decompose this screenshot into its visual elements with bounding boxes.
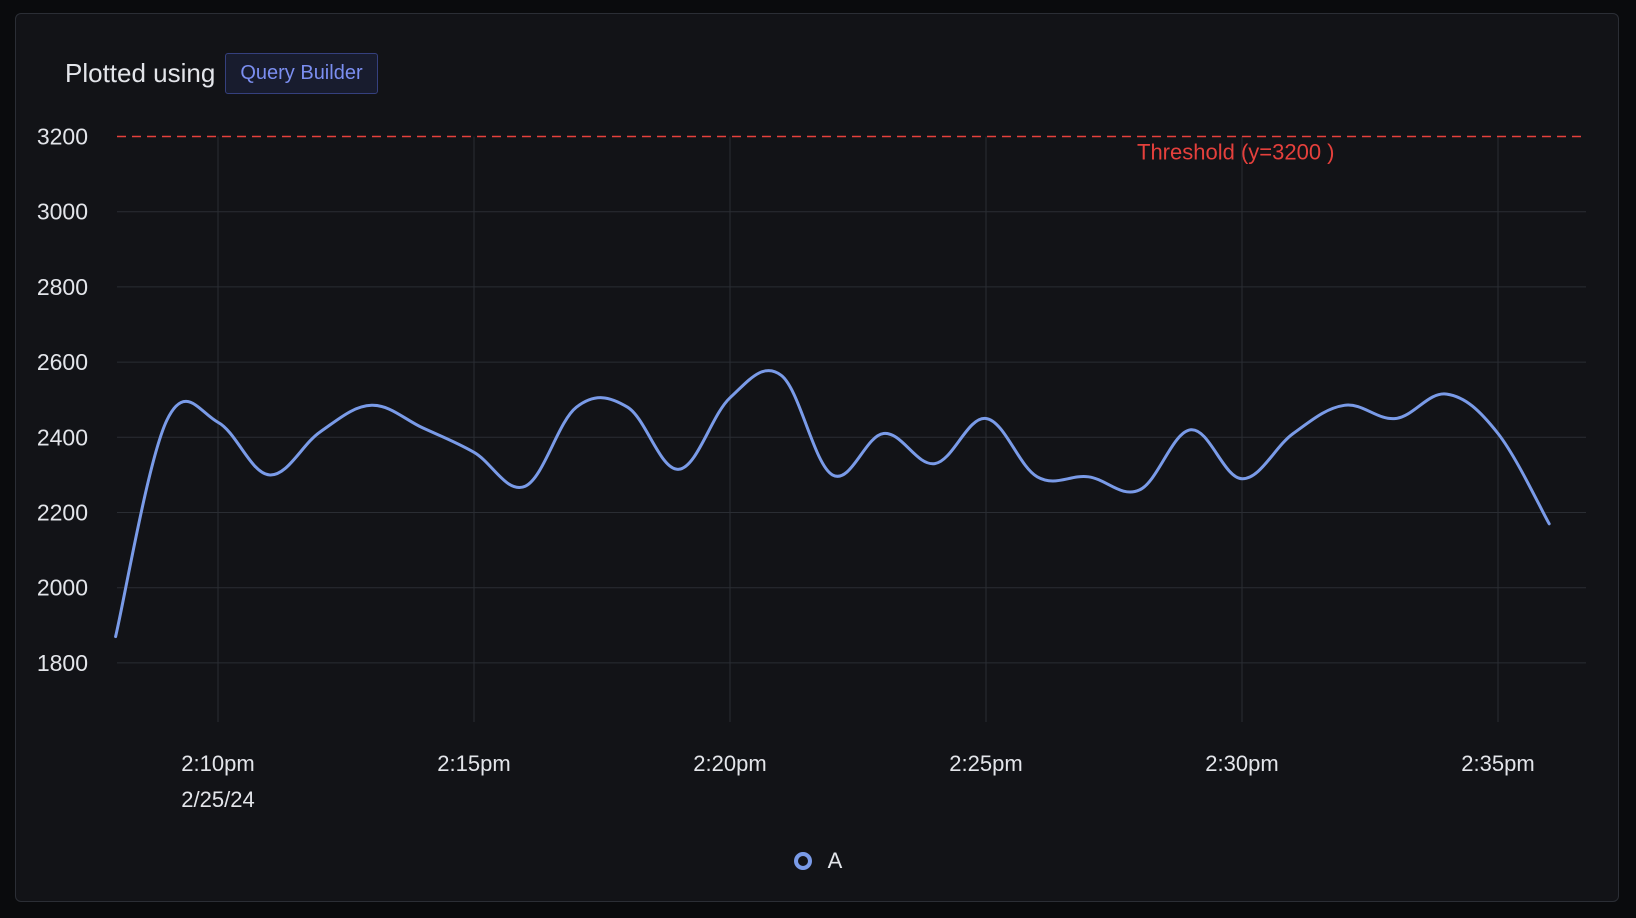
y-tick-label: 2000 [37,575,88,601]
x-tick-label: 2:35pm [1461,751,1534,776]
threshold-line-group: Threshold (y=3200 ) [117,135,1586,165]
series-line-a[interactable] [114,369,1551,639]
chart-panel [15,13,1619,902]
plotted-using-label: Plotted using [65,58,216,88]
y-tick-label: 2800 [37,274,88,300]
x-tick-label: 2:10pm [181,751,254,776]
legend: A [0,848,1636,874]
y-tick-label: 2200 [37,500,88,526]
legend-label: A [827,848,843,873]
y-tick-label: 2600 [37,349,88,375]
grid-lines [117,136,1586,722]
legend-item-a[interactable]: A [793,848,843,874]
y-tick-label: 3000 [37,199,88,225]
threshold-label: Threshold (y=3200 ) [1137,140,1335,165]
series-layer[interactable] [113,369,1553,640]
x-tick-label: 2:25pm [949,751,1022,776]
x-tick-label: 2:15pm [437,751,510,776]
panel-header: Plotted using Query Builder [65,53,378,94]
x-tick-label: 2:20pm [693,751,766,776]
y-tick-label: 1800 [37,650,88,676]
query-builder-badge[interactable]: Query Builder [225,53,378,94]
x-tick-sublabel: 2/25/24 [181,787,254,812]
y-tick-label: 3200 [37,124,88,150]
legend-circle-icon [793,852,812,870]
x-tick-label: 2:30pm [1205,751,1278,776]
y-axis-ticks: 1800 2000 2200 2400 2600 2800 3000 3200 [37,124,88,676]
x-axis-ticks: 2:10pm 2/25/24 2:15pm 2:20pm 2:25pm 2:30pm 2:3… [181,751,1534,812]
y-tick-label: 2400 [37,424,88,450]
